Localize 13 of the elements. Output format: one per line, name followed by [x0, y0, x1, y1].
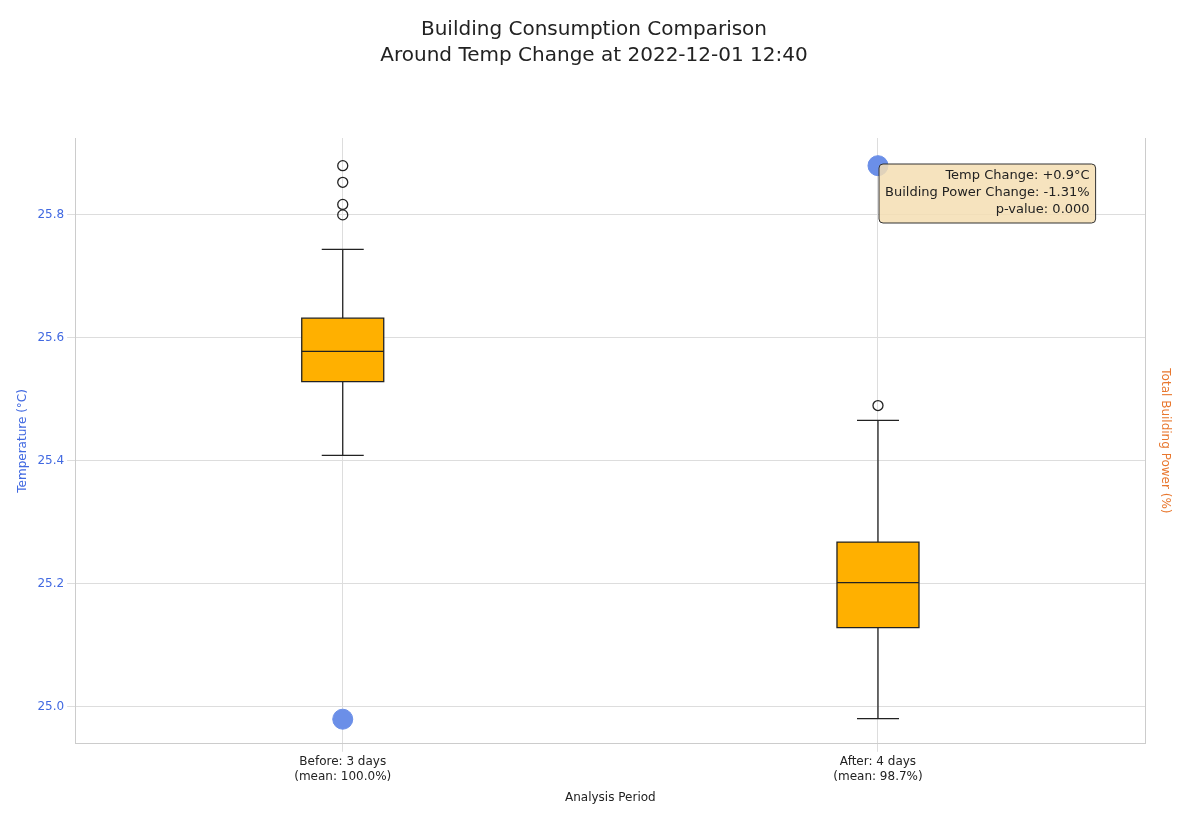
y2-axis-title: Total Building Power (%) — [1158, 367, 1173, 514]
chart-subtitle: Around Temp Change at 2022-12-01 12:40 — [380, 42, 808, 67]
y-tick-label: 25.0 — [37, 699, 65, 714]
y-tick-label: 25.8 — [37, 207, 65, 221]
x-tick-label: Before: 3 days (mean: 100.0%) — [294, 754, 392, 783]
y-tick-label: 25.2 — [37, 576, 65, 591]
chart-title: Building Consumption Comparison — [420, 16, 768, 41]
x-tick-label: After: 4 days (mean: 98.7%) — [833, 754, 923, 783]
y-axis-title: Temperature (°C) — [15, 389, 30, 494]
y-tick-label: 25.4 — [37, 453, 65, 468]
y-tick-label: 25.6 — [37, 330, 65, 345]
annotation: Temp Change: +0.9°C Building Power Change: -1.31% p-value: 0.000 — [885, 166, 1090, 216]
x-axis-title: Analysis Period — [565, 789, 656, 804]
